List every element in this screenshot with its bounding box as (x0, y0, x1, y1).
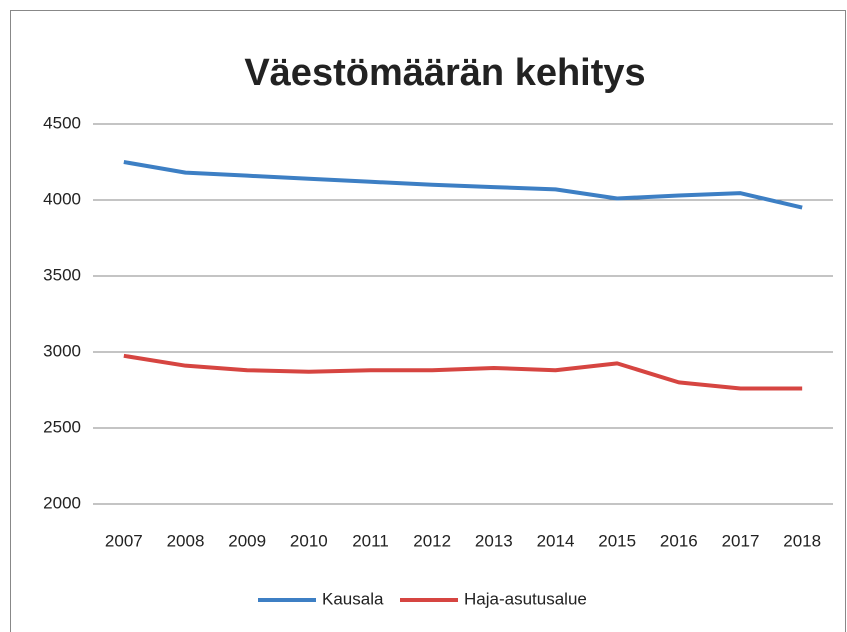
y-tick-label: 2500 (43, 417, 81, 436)
y-tick-label: 2000 (43, 493, 81, 512)
x-tick-label: 2016 (660, 531, 698, 550)
data-line (123, 353, 803, 391)
y-tick-label: 4500 (43, 113, 81, 132)
x-tick-label: 2015 (598, 531, 636, 550)
x-tick-label: 2018 (783, 531, 821, 550)
data-line (123, 160, 803, 210)
y-tick-label: 4000 (43, 189, 81, 208)
legend-label: Haja-asutusalue (464, 589, 587, 608)
x-tick-label: 2009 (228, 531, 266, 550)
x-tick-label: 2017 (722, 531, 760, 550)
x-tick-label: 2013 (475, 531, 513, 550)
x-tick-label: 2012 (413, 531, 451, 550)
x-tick-label: 2007 (105, 531, 143, 550)
legend-label: Kausala (322, 589, 384, 608)
y-tick-label: 3000 (43, 341, 81, 360)
x-tick-label: 2014 (537, 531, 575, 550)
y-tick-label: 3500 (43, 265, 81, 284)
x-tick-label: 2011 (352, 531, 389, 550)
x-tick-label: 2010 (290, 531, 328, 550)
chart-frame (10, 10, 846, 632)
chart-title: Väestömäärän kehitys (244, 52, 645, 94)
x-tick-label: 2008 (167, 531, 205, 550)
